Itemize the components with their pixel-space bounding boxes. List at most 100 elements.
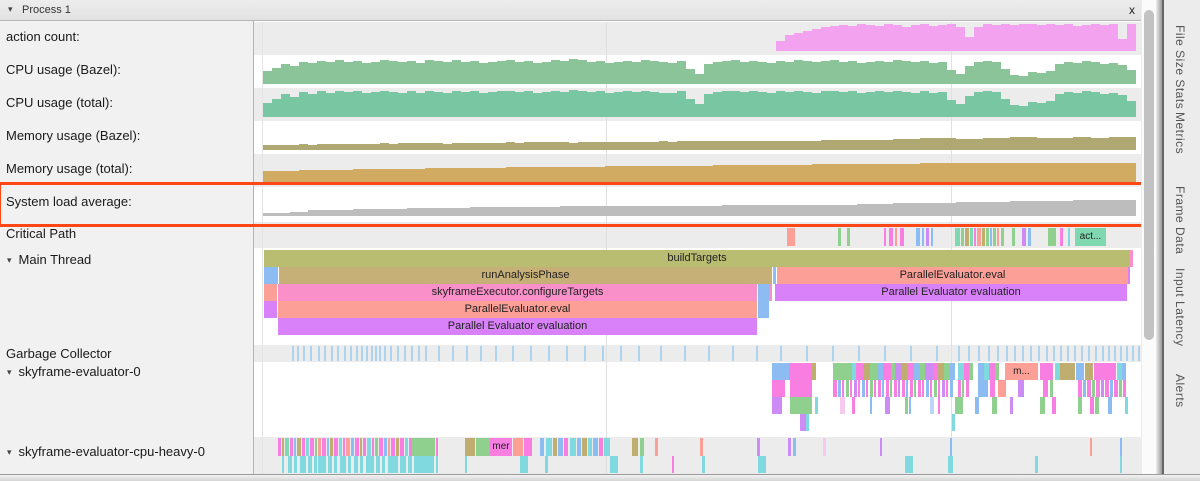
trace-event[interactable] xyxy=(806,414,809,431)
trace-event[interactable] xyxy=(306,438,309,456)
trace-event[interactable] xyxy=(993,228,996,246)
trace-event[interactable] xyxy=(789,363,812,380)
trace-event[interactable] xyxy=(558,438,563,456)
trace-event[interactable] xyxy=(989,363,995,380)
thread-slice[interactable]: skyframeExecutor.configureTargets xyxy=(278,284,757,301)
trace-event[interactable] xyxy=(997,228,999,246)
trace-event[interactable] xyxy=(340,456,346,473)
trace-event[interactable] xyxy=(984,363,989,380)
trace-event[interactable] xyxy=(942,380,945,397)
trace-event[interactable] xyxy=(1068,228,1070,246)
sidebar-tab-file-size-stats[interactable]: File Size Stats xyxy=(1173,25,1187,110)
trace-event[interactable] xyxy=(891,363,895,380)
trace-event[interactable] xyxy=(916,228,920,246)
trace-event[interactable] xyxy=(955,397,963,414)
trace-event[interactable] xyxy=(852,397,855,414)
trace-event[interactable] xyxy=(297,438,301,456)
trace-event[interactable] xyxy=(1105,380,1109,397)
thread-slice-sliver[interactable] xyxy=(1130,250,1133,267)
trace-event[interactable] xyxy=(878,363,883,380)
trace-event[interactable] xyxy=(958,380,961,397)
trace-event[interactable] xyxy=(1001,228,1004,246)
trace-event[interactable] xyxy=(997,346,999,361)
trace-event[interactable] xyxy=(1114,380,1118,397)
thread-slice-sliver[interactable] xyxy=(758,301,769,318)
thread-slice-sliver[interactable] xyxy=(264,284,277,301)
trace-event[interactable] xyxy=(806,346,808,361)
sidebar-tab-alerts[interactable]: Alerts xyxy=(1173,374,1187,408)
trace-event[interactable] xyxy=(1022,228,1026,246)
trace-event[interactable] xyxy=(1012,228,1015,246)
trace-event[interactable] xyxy=(1108,346,1110,361)
trace-event[interactable] xyxy=(883,363,891,380)
trace-event[interactable] xyxy=(602,346,604,361)
trace-event[interactable] xyxy=(931,228,933,246)
trace-event[interactable] xyxy=(986,228,989,246)
trace-event[interactable] xyxy=(425,346,427,361)
process-header[interactable]: ▾ Process 1 x xyxy=(0,0,1141,21)
trace-event[interactable] xyxy=(756,346,758,361)
trace-event[interactable] xyxy=(926,228,929,246)
trace-event[interactable] xyxy=(1030,346,1032,361)
trace-event[interactable] xyxy=(1053,346,1055,361)
trace-event[interactable] xyxy=(1090,397,1094,414)
trace-event[interactable] xyxy=(540,438,544,456)
trace-event[interactable] xyxy=(1040,363,1053,380)
trace-event[interactable] xyxy=(640,456,643,473)
trace-event-chip[interactable]: act... xyxy=(1075,228,1106,246)
trace-event[interactable] xyxy=(800,414,806,431)
thread-slice[interactable]: buildTargets xyxy=(264,250,1130,267)
trace-event[interactable] xyxy=(366,346,368,361)
trace-event[interactable] xyxy=(1028,228,1031,246)
trace-event[interactable] xyxy=(902,380,905,397)
trace-event[interactable] xyxy=(604,438,610,456)
trace-event[interactable] xyxy=(1101,380,1104,397)
trace-event[interactable] xyxy=(1122,363,1126,380)
trace-event[interactable] xyxy=(396,438,399,456)
trace-event[interactable] xyxy=(998,380,1006,397)
trace-event[interactable] xyxy=(315,438,317,456)
trace-event[interactable] xyxy=(324,346,326,361)
trace-event[interactable] xyxy=(990,228,992,246)
trace-event[interactable] xyxy=(955,228,960,246)
trace-event[interactable] xyxy=(952,414,955,431)
trace-event[interactable] xyxy=(288,456,292,473)
trace-event[interactable] xyxy=(599,438,603,456)
collapse-triangle-icon[interactable]: ▾ xyxy=(7,447,12,457)
collapse-triangle-icon[interactable]: ▾ xyxy=(7,255,12,265)
trace-event[interactable] xyxy=(564,438,568,456)
trace-event[interactable] xyxy=(1108,397,1112,414)
trace-event[interactable] xyxy=(397,346,399,361)
trace-event[interactable] xyxy=(757,438,760,456)
trace-event[interactable] xyxy=(978,380,988,397)
trace-event[interactable] xyxy=(1050,380,1053,397)
trace-event[interactable] xyxy=(965,228,969,246)
trace-event[interactable] xyxy=(570,438,576,456)
trace-event[interactable] xyxy=(1074,346,1076,361)
track-label-skyframe-evaluator-0[interactable]: ▾ skyframe-evaluator-0 xyxy=(7,364,141,379)
trace-event[interactable] xyxy=(914,363,919,380)
trace-event[interactable] xyxy=(838,228,841,246)
trace-event[interactable] xyxy=(582,438,587,456)
trace-event[interactable] xyxy=(895,228,897,246)
trace-event[interactable] xyxy=(974,228,976,246)
trace-event[interactable] xyxy=(905,456,913,473)
trace-event-chip[interactable]: mer xyxy=(490,438,512,456)
trace-event[interactable] xyxy=(1087,380,1091,397)
trace-event[interactable] xyxy=(850,380,852,397)
trace-event[interactable] xyxy=(961,228,964,246)
trace-event[interactable] xyxy=(318,456,326,473)
trace-event[interactable] xyxy=(933,363,938,380)
trace-event[interactable] xyxy=(411,346,413,361)
trace-event[interactable] xyxy=(1132,346,1134,361)
trace-event[interactable] xyxy=(672,456,674,473)
trace-event[interactable] xyxy=(391,438,395,456)
trace-event[interactable] xyxy=(910,380,913,397)
trace-event[interactable] xyxy=(1048,228,1056,246)
thread-slice-sliver[interactable] xyxy=(1128,267,1130,284)
trace-event[interactable] xyxy=(1088,346,1090,361)
trace-event[interactable] xyxy=(520,456,528,473)
trace-event[interactable] xyxy=(285,438,289,456)
trace-event[interactable] xyxy=(292,346,294,361)
trace-event[interactable] xyxy=(1046,346,1048,361)
